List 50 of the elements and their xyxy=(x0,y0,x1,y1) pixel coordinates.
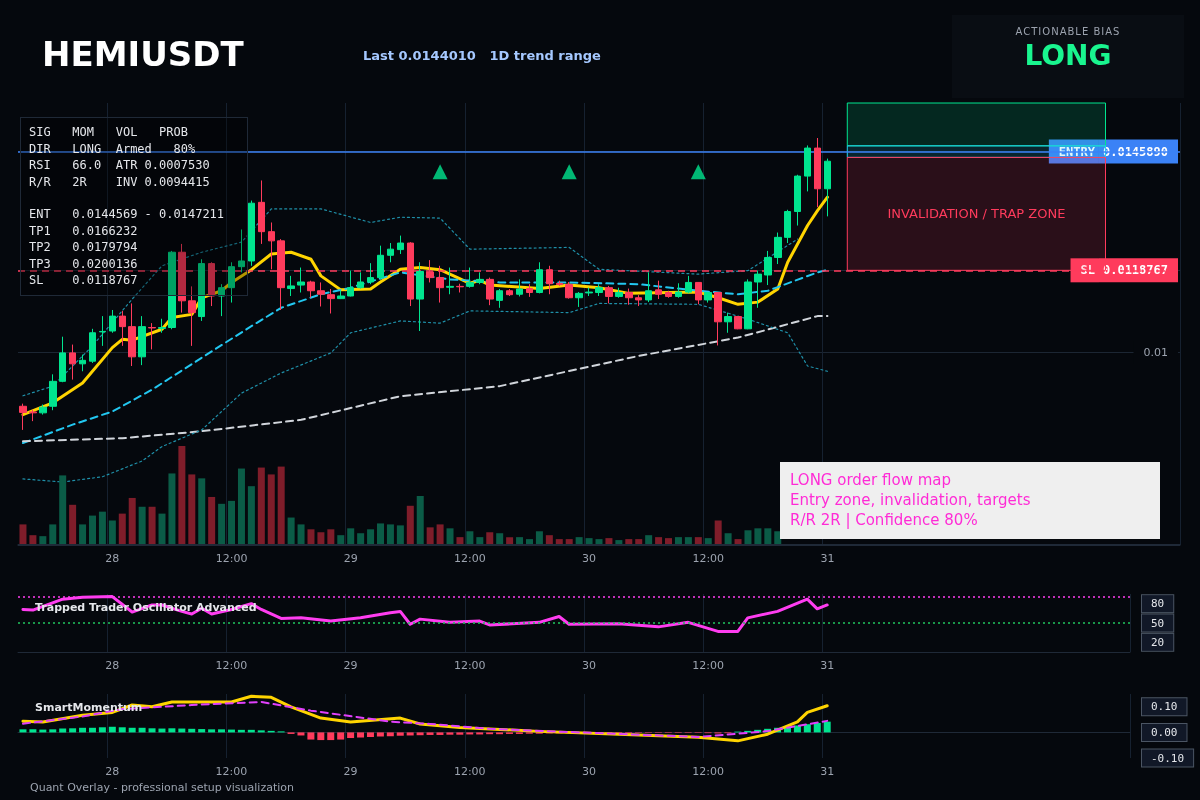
x-tick-label: 12:00 xyxy=(692,552,725,565)
x-tick-label: 30 xyxy=(581,659,596,672)
y-tick-label: 0.0145890 xyxy=(1102,144,1168,159)
x-tick-label: 28 xyxy=(105,659,120,672)
y-tick-label: 0.01 xyxy=(1143,345,1168,359)
x-tick-label: 31 xyxy=(820,552,835,565)
y-tick-label: 80 xyxy=(1151,597,1165,611)
x-tick-label: 29 xyxy=(343,659,358,672)
annotation: RSI 66.0 ATR 0.0007530 xyxy=(29,157,211,174)
annotation: DIR LONG Armed 80% xyxy=(29,140,197,157)
x-tick-label: 12:00 xyxy=(454,552,486,565)
x-tick-label: 12:00 xyxy=(215,659,248,672)
annotation: SL 0.0118767 xyxy=(29,272,139,289)
x-tick-label: 28 xyxy=(105,552,120,565)
x-tick-label: 28 xyxy=(105,765,120,778)
annotation: R/R 2R | Confidence 80% xyxy=(790,510,979,530)
x-tick-label: 30 xyxy=(581,765,596,778)
annotation: TP2 0.0179794 xyxy=(29,239,139,256)
annotation: ENT 0.0144569 - 0.0147211 xyxy=(29,206,226,223)
annotation: LONG order flow map xyxy=(790,470,952,490)
y-tick-label: 0.00 xyxy=(1151,725,1178,739)
x-tick-label: 30 xyxy=(582,552,597,565)
y-tick-label: 0.0118767 xyxy=(1102,263,1168,278)
annotation: TP1 0.0166232 xyxy=(29,222,139,239)
annotation: Entry zone, invalidation, targets xyxy=(790,490,1032,510)
y-tick-label: -0.10 xyxy=(1151,751,1185,765)
y-tick-label: 20 xyxy=(1151,635,1165,649)
x-tick-label: 31 xyxy=(820,659,835,672)
x-tick-label: 12:00 xyxy=(215,552,248,565)
chart-subtitle: Last 0.0144010 1D trend range xyxy=(363,48,602,63)
annotation: SIG MOM VOL PROB xyxy=(29,124,189,141)
x-tick-label: 12:00 xyxy=(453,659,486,672)
text: ACTIONABLE BIAS xyxy=(1014,26,1122,37)
ref-line-label: SL xyxy=(1080,263,1095,278)
x-tick-label: 29 xyxy=(343,765,358,778)
y-tick-label: 0.10 xyxy=(1151,700,1178,714)
x-tick-label: 12:00 xyxy=(215,765,248,778)
x-tick-label: 31 xyxy=(820,765,835,778)
x-tick-label: 12:00 xyxy=(453,765,486,778)
y-tick-label: 50 xyxy=(1151,616,1165,630)
annotation: R/R 2R INV 0.0094415 xyxy=(29,173,211,190)
x-tick-label: 12:00 xyxy=(692,659,724,672)
band-label: INVALIDATION / TRAP ZONE xyxy=(887,206,1066,222)
annotation: TP3 0.0200136 xyxy=(29,255,139,272)
x-tick-label: 29 xyxy=(343,552,358,565)
x-tick-label: 12:00 xyxy=(692,765,724,778)
text: Quant Overlay - professional setup visualization xyxy=(30,781,294,794)
text: LONG xyxy=(1023,39,1113,72)
chart-title: HEMIUSDT xyxy=(42,34,245,74)
ref-line-label: ENTRY xyxy=(1058,144,1096,159)
